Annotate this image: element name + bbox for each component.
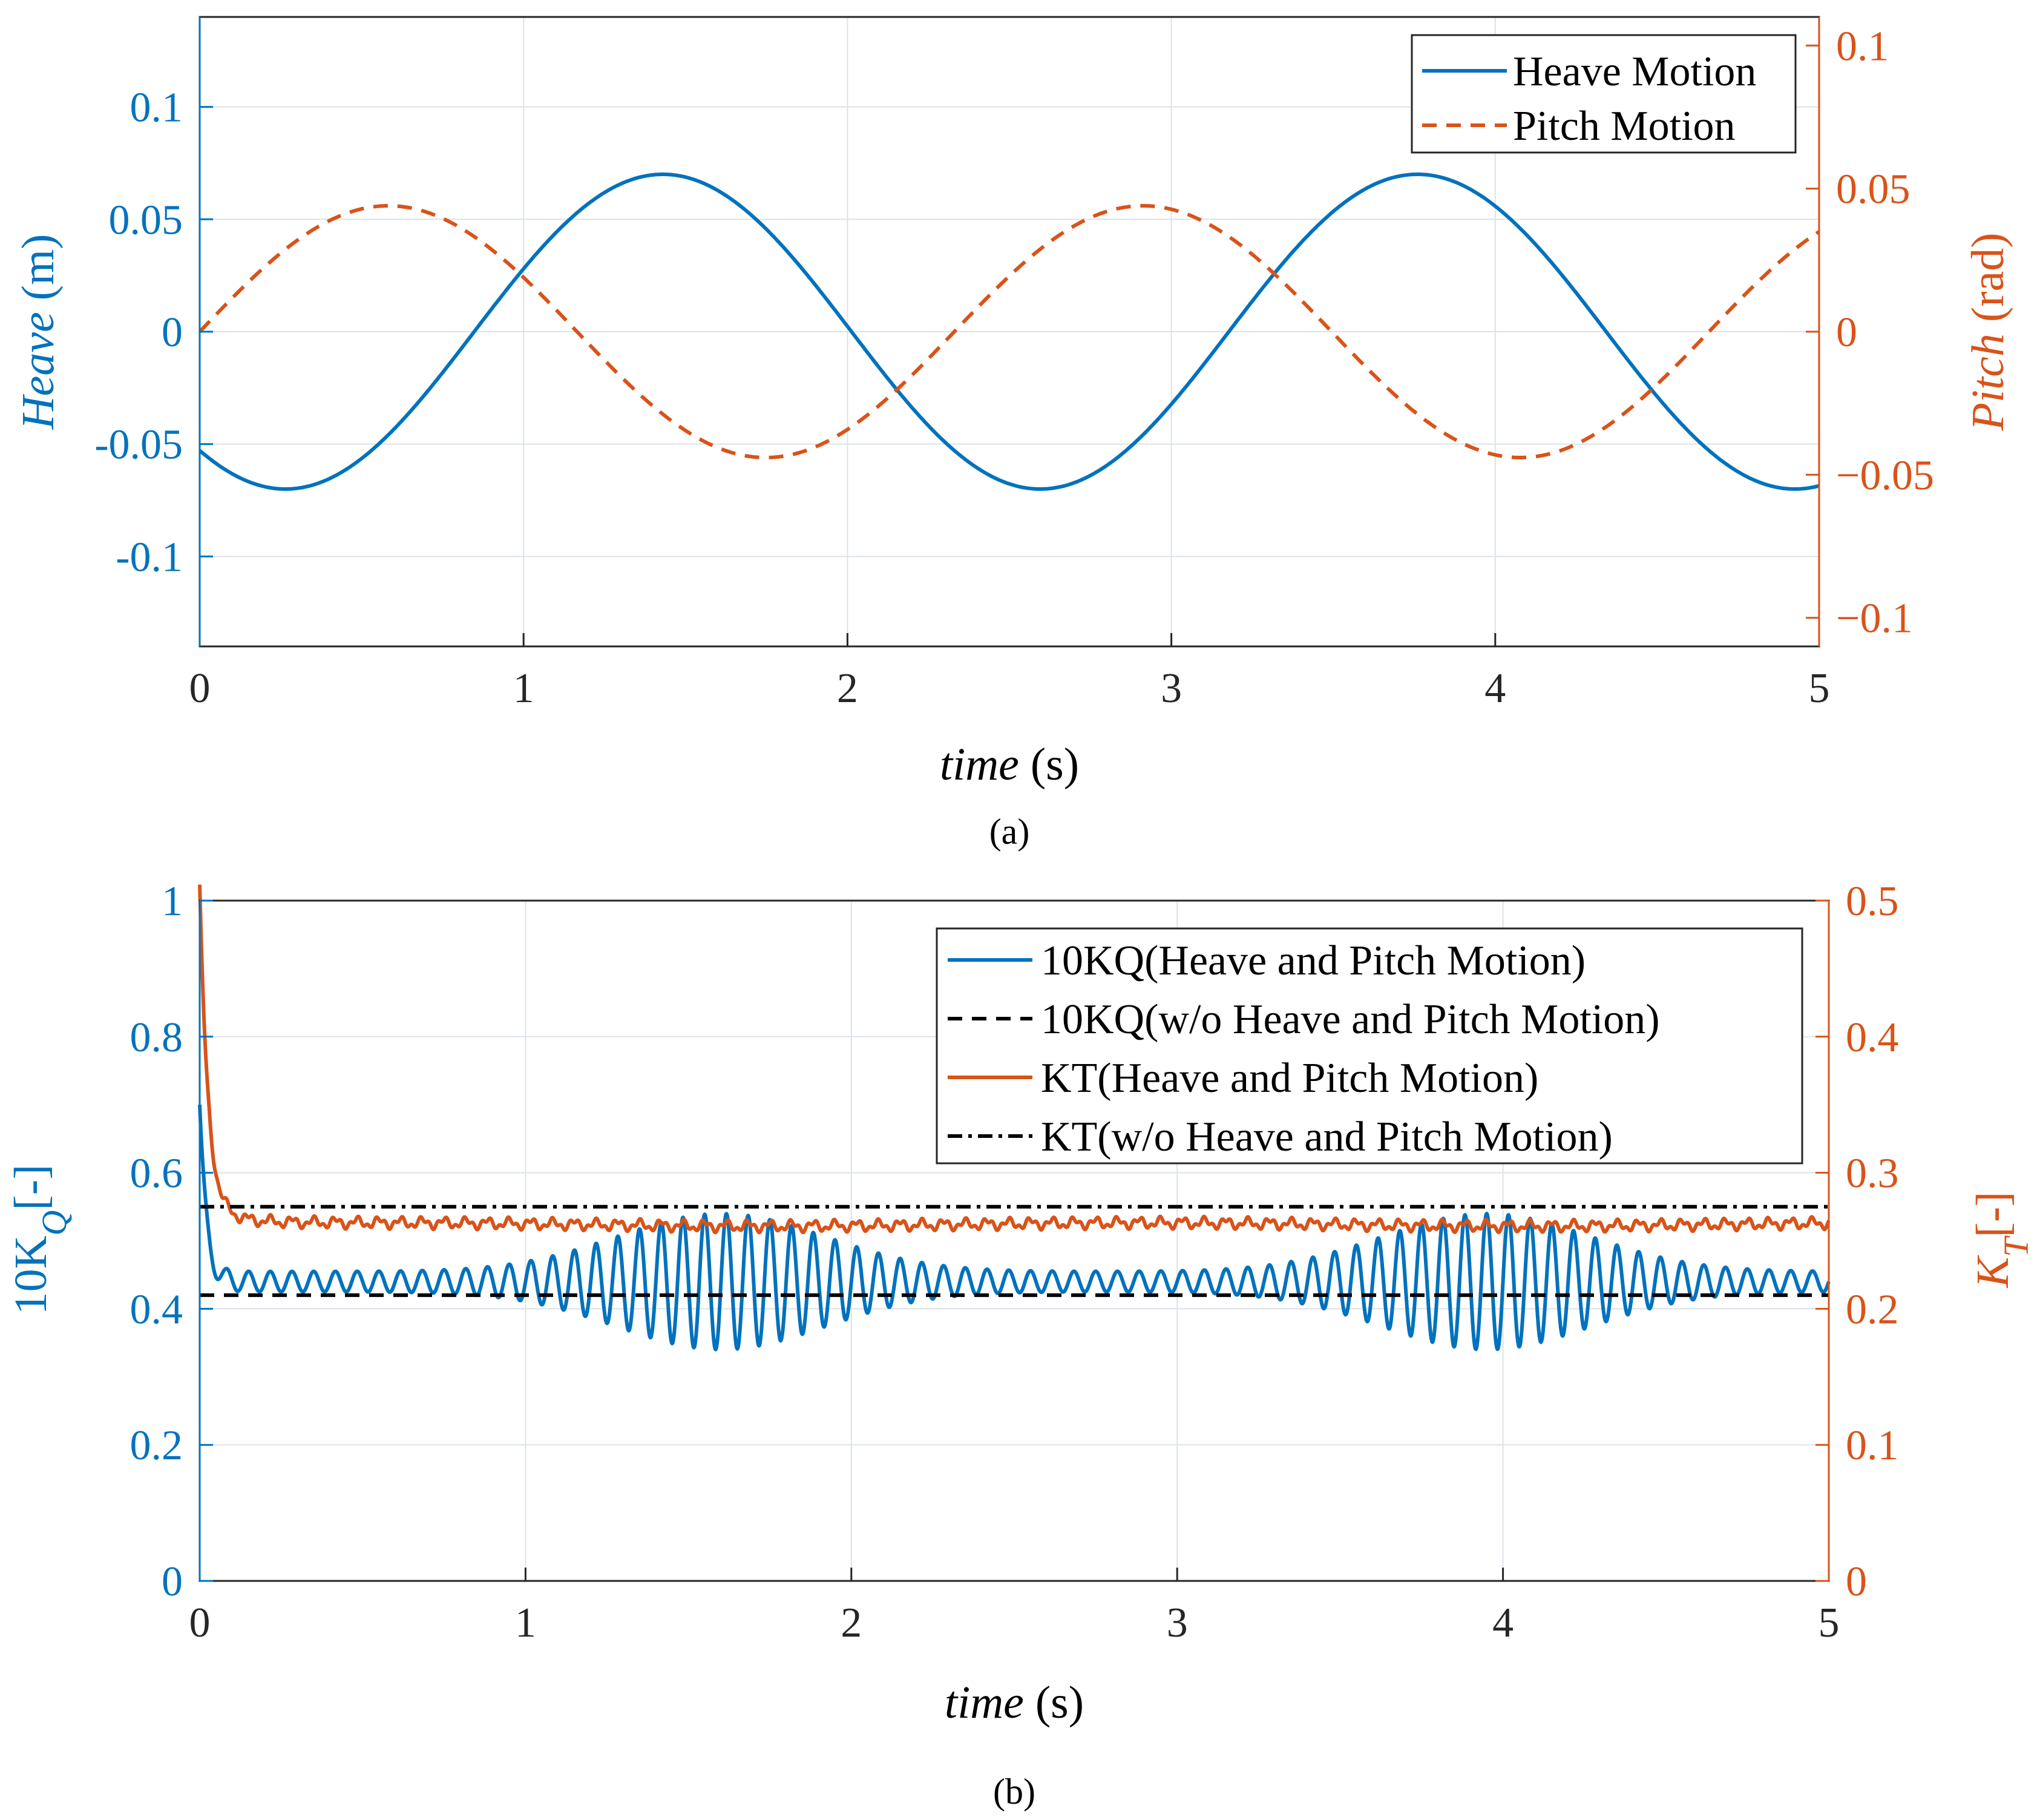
x-tick-label: 5 (1809, 665, 1830, 712)
y-right-tick-label: 0.5 (1846, 878, 1899, 925)
x-tick-label: 1 (515, 1600, 536, 1646)
x-tick-label: 1 (513, 665, 534, 712)
axes-a: 0 1 2 3 4 5 -0.1 -0.05 0 0.05 0.1 −0.1 −0.05 0 0.05 0.1 (94, 17, 1934, 712)
x-tick-label: 2 (841, 1600, 862, 1646)
y-right-tick-label: 0.1 (1846, 1422, 1899, 1469)
x-tick-label: 3 (1167, 1600, 1188, 1646)
y-left-tick-label: 0.05 (109, 197, 183, 243)
x-axis-label-b: time (s) (945, 1677, 1084, 1728)
y-right-tick-label: 0 (1846, 1559, 1867, 1605)
x-tick-label: 0 (189, 1600, 211, 1646)
y-right-axis-label-a: Pitch (rad) (1963, 232, 2013, 431)
y-right-tick-label: −0.05 (1836, 452, 1934, 499)
caption-b: (b) (993, 1772, 1035, 1812)
y-left-axis-label-b: 10KQ[-] (5, 1165, 74, 1315)
y-right-tick-label: −0.1 (1836, 596, 1913, 642)
legend-b-label-3: KT(Heave and Pitch Motion) (1041, 1055, 1538, 1102)
y-left-tick-label: -0.1 (116, 534, 183, 580)
y-left-axis-label-a: Heave (m) (13, 234, 64, 430)
y-right-tick-label: 0.05 (1836, 166, 1910, 213)
y-right-tick-label: 0.1 (1836, 23, 1889, 70)
y-left-tick-label: 0.4 (130, 1286, 183, 1333)
x-tick-label: 5 (1819, 1600, 1840, 1646)
series-a (198, 172, 1820, 491)
y-left-tick-label: 0.6 (130, 1151, 183, 1197)
y-left-tick-label: 1 (162, 878, 183, 925)
legend-a-heave-label: Heave Motion (1513, 48, 1756, 95)
y-left-tick-label: 0.1 (130, 85, 183, 131)
y-left-tick-label: 0.8 (130, 1014, 183, 1061)
series-line-b-1 (198, 1105, 1831, 1352)
y-left-tick-label: 0 (162, 1559, 183, 1605)
y-right-tick-label: 0.3 (1846, 1151, 1899, 1197)
legend-b-label-1: 10KQ(Heave and Pitch Motion) (1041, 938, 1586, 984)
series-line-b-3 (198, 884, 1831, 1235)
y-left-tick-label: 0 (162, 309, 183, 356)
legend-b-label-2: 10KQ(w/o Heave and Pitch Motion) (1041, 996, 1660, 1043)
x-tick-label: 3 (1161, 665, 1182, 712)
x-tick-label: 2 (837, 665, 858, 712)
y-right-tick-label: 0.4 (1846, 1014, 1899, 1061)
caption-a: (a) (989, 812, 1030, 852)
series-line-a-1 (198, 172, 1820, 491)
y-left-tick-label: 0.2 (130, 1422, 183, 1469)
legend-a-box (1411, 34, 1797, 154)
series-line-a-2 (198, 204, 1820, 459)
y-right-tick-label: 0.2 (1846, 1286, 1899, 1333)
x-tick-label: 0 (189, 665, 211, 712)
x-tick-label: 4 (1484, 665, 1506, 712)
y-right-axis-label-b: KT[-] (1967, 1192, 2036, 1289)
legend-a-pitch-label: Pitch Motion (1513, 103, 1736, 149)
legend-a: Heave Motion Pitch Motion (1411, 34, 1797, 154)
y-left-tick-label: -0.05 (94, 422, 183, 468)
legend-b-box (936, 927, 1803, 1165)
y-right-tick-label: 0 (1836, 309, 1857, 356)
legend-b-label-4: KT(w/o Heave and Pitch Motion) (1041, 1114, 1613, 1160)
series-b (198, 884, 1831, 1352)
x-tick-label: 4 (1492, 1600, 1514, 1646)
chart-panel-a: 0 1 2 3 4 5 -0.1 -0.05 0 0.05 0.1 −0.1 −0.05 0 0.05 0.1… (13, 16, 2013, 852)
legend-b: 10KQ(Heave and Pitch Motion) 10KQ(w/o He… (936, 927, 1803, 1165)
x-axis-label-a: time (s) (940, 739, 1079, 790)
